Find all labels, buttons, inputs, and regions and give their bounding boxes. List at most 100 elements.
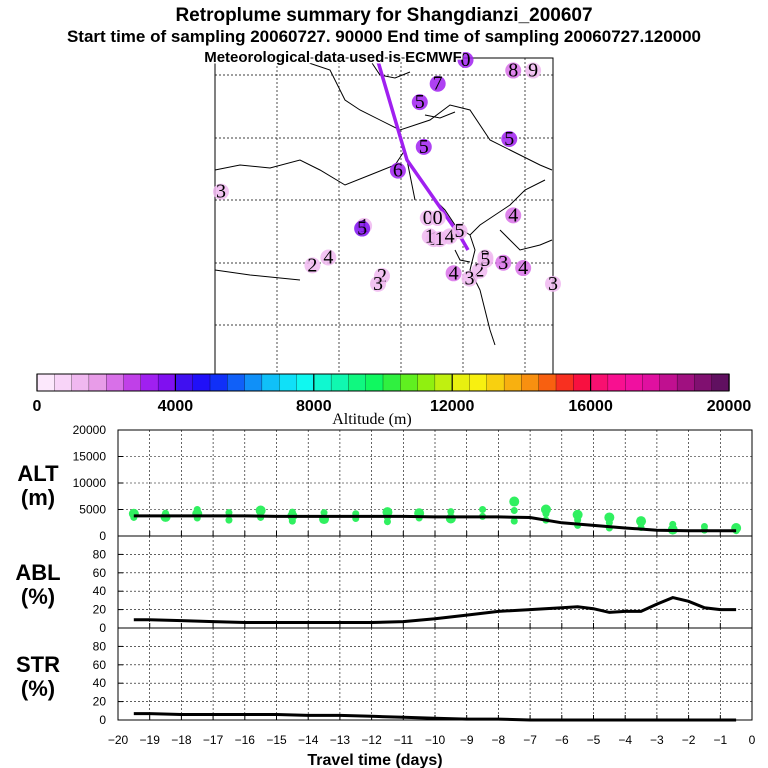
- y-tick-label: 80: [93, 547, 107, 561]
- y-tick-label: 20000: [73, 423, 107, 437]
- map-marker-label: 5: [480, 249, 490, 271]
- x-tick-label: −12: [361, 733, 382, 747]
- x-tick-label: −7: [523, 733, 537, 747]
- colorbar-swatch: [348, 373, 367, 392]
- map-marker-dot: [389, 162, 406, 179]
- colorbar-swatch: [642, 373, 661, 392]
- y-tick-label: 80: [93, 639, 107, 653]
- map-marker-label: 4: [445, 225, 455, 247]
- alt-point: [382, 507, 393, 518]
- map-marker-label: 4: [449, 262, 459, 284]
- map-marker-label: 3: [498, 252, 508, 274]
- y-tick-label: 20: [93, 695, 107, 709]
- map-marker-dot: [429, 75, 446, 92]
- map-marker-dot: [445, 265, 462, 282]
- colorbar-swatch: [330, 373, 350, 392]
- colorbar-swatch: [434, 373, 453, 392]
- colorbar-tick-label: 12000: [430, 398, 475, 415]
- map-marker-dot: [354, 220, 371, 237]
- alt-point: [255, 505, 266, 516]
- y-tick-label: 60: [93, 566, 107, 580]
- alt-point: [510, 517, 518, 525]
- map-marker-label: 1: [425, 225, 435, 247]
- map-marker-label: 0: [423, 207, 433, 229]
- panel-alt: 0 5000 10000 15000 20000 ALT(m): [17, 423, 753, 543]
- map-marker-dot: [501, 131, 518, 147]
- colorbar-swatch: [676, 373, 696, 392]
- alt-point: [605, 519, 613, 527]
- map-marker-label: 7: [433, 73, 443, 95]
- colorbar-swatch: [106, 373, 125, 392]
- colorbar-swatch: [469, 373, 488, 392]
- colorbar-swatch: [36, 373, 55, 392]
- colorbar-swatch: [590, 373, 609, 392]
- colorbar-swatch: [573, 373, 592, 392]
- colorbar-swatch: [227, 373, 246, 392]
- map-marker-label: 3: [373, 273, 383, 295]
- colorbar-swatch: [71, 373, 90, 392]
- panel-abl: 0 20 40 60 80 ABL(%): [15, 535, 753, 635]
- x-tick-label: −15: [266, 733, 287, 747]
- alt-point: [572, 509, 583, 520]
- x-tick-label: −9: [460, 733, 474, 747]
- map-marker-dot: [304, 257, 321, 274]
- colorbar-swatch: [417, 373, 436, 392]
- x-tick-label: −6: [555, 733, 569, 747]
- x-tick-label: −10: [425, 733, 446, 747]
- alt-point: [383, 518, 391, 526]
- map-marker-label: 5: [504, 128, 514, 150]
- alt-point: [509, 496, 520, 507]
- alt-point: [732, 527, 740, 535]
- y-tick-label: 40: [93, 584, 107, 598]
- map-gridlines: [215, 58, 553, 374]
- colorbar-swatch: [607, 373, 626, 392]
- map-marker-label: 5: [415, 91, 425, 113]
- map-marker-label: 2: [377, 265, 387, 287]
- time-series-panels: 05000100001500020000ALT(m)020406080ABL(%…: [15, 423, 755, 768]
- map-marker-label: 5: [455, 220, 465, 242]
- abl-series-line: [133, 596, 737, 624]
- x-tick-label: −18: [171, 733, 192, 747]
- x-axis-label: Travel time (days): [307, 752, 442, 768]
- map-marker-label: 0: [433, 207, 443, 229]
- colorbar-swatch: [486, 373, 505, 392]
- x-tick-label: −1: [713, 733, 727, 747]
- x-tick-label: −19: [140, 733, 161, 747]
- colorbar-swatch: [659, 373, 678, 392]
- colorbar-tick-label: 4000: [158, 398, 194, 415]
- colorbar-swatch: [694, 373, 713, 392]
- x-tick-label: −16: [235, 733, 256, 747]
- alt-point: [604, 512, 615, 523]
- colorbar-swatch: [521, 373, 540, 392]
- alt-point: [288, 517, 296, 525]
- panel-ylabel-name: ABL: [15, 560, 60, 585]
- meteorological-data-label: Meteorological data used is ECMWF: [204, 49, 462, 66]
- map-markers: 0111122223333344444555555678900: [212, 49, 561, 295]
- map-marker-dot: [320, 249, 337, 266]
- alt-point: [574, 516, 582, 524]
- x-tick-label: 0: [749, 733, 756, 747]
- colorbar-swatch: [261, 373, 280, 392]
- map-marker-dot: [415, 138, 432, 155]
- map-marker-dot: [370, 275, 387, 292]
- y-tick-label: 40: [93, 676, 107, 690]
- panel-ylabel-name: ALT: [17, 461, 59, 486]
- x-tick-label: −8: [492, 733, 506, 747]
- colorbar-swatch: [123, 373, 142, 392]
- y-tick-label: 15000: [73, 450, 107, 464]
- colorbar-swatch: [140, 373, 159, 392]
- x-tick-label: −13: [330, 733, 351, 747]
- map-panel: 0111122223333344444555555678900 Meteorol…: [203, 48, 561, 375]
- y-tick-label: 10000: [73, 476, 107, 490]
- colorbar-tick-label: 8000: [296, 398, 332, 415]
- panel-ylabel-name: STR: [16, 652, 60, 677]
- x-tick-label: −2: [682, 733, 696, 747]
- colorbar-swatch: [400, 373, 419, 392]
- y-tick-label: 0: [99, 529, 106, 543]
- colorbar-swatch: [88, 373, 107, 392]
- altitude-colorbar: 0 4000 8000 12000 16000 20000 Altitude (m): [33, 373, 751, 428]
- map-coastlines: [214, 59, 553, 346]
- colorbar-swatch: [625, 373, 644, 392]
- alt-point: [636, 516, 647, 527]
- map-marker-label: 5: [419, 136, 429, 158]
